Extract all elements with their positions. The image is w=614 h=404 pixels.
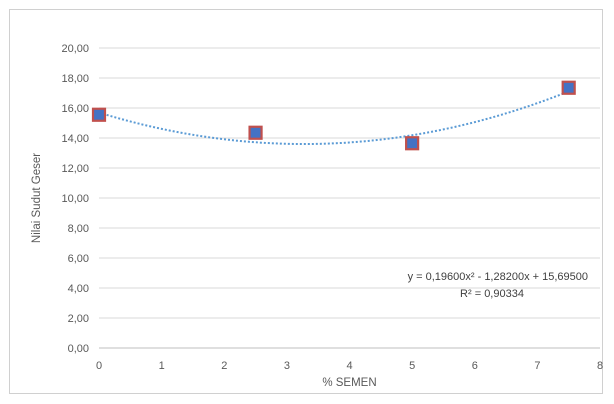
data-point xyxy=(405,136,420,151)
polynomial-trendline xyxy=(98,90,570,146)
x-tick-label: 7 xyxy=(534,360,540,372)
chart-area: 0,00 2,00 4,00 6,00 8,00 10,00 12,00 14,00 16,00… xyxy=(9,9,603,394)
y-tick-label: 6,00 xyxy=(68,253,89,265)
x-tick-label: 1 xyxy=(159,360,165,372)
y-tick-label: 0,00 xyxy=(68,343,89,355)
y-tick-label: 14,00 xyxy=(61,133,89,145)
y-tick-label: 10,00 xyxy=(61,193,89,205)
x-tick-label: 3 xyxy=(284,360,290,372)
data-points xyxy=(91,80,576,151)
y-axis-ticks: 0,00 2,00 4,00 6,00 8,00 10,00 12,00 14,00 16,00… xyxy=(61,43,89,355)
x-tick-label: 4 xyxy=(346,360,352,372)
y-tick-label: 20,00 xyxy=(61,43,89,55)
y-tick-label: 18,00 xyxy=(61,73,89,85)
x-axis-title: % SEMEN xyxy=(322,377,376,389)
data-point xyxy=(561,80,576,95)
x-tick-label: 2 xyxy=(221,360,227,372)
scatter-chart: 0,00 2,00 4,00 6,00 8,00 10,00 12,00 14,00 16,00… xyxy=(31,43,603,389)
x-tick-label: 6 xyxy=(472,360,478,372)
data-point xyxy=(91,107,107,122)
gridlines xyxy=(99,47,600,349)
y-tick-label: 8,00 xyxy=(68,223,89,235)
y-tick-label: 2,00 xyxy=(68,313,89,325)
y-tick-label: 4,00 xyxy=(68,283,89,295)
x-tick-label: 5 xyxy=(409,360,415,372)
trendline-equation: y = 0,19600x² - 1,28200x + 15,69500 xyxy=(408,271,588,283)
x-tick-label: 0 xyxy=(96,360,102,372)
r-squared-label: R² = 0,90334 xyxy=(460,288,524,300)
y-axis-title: Nilai Sudut Geser xyxy=(31,153,43,243)
y-tick-label: 12,00 xyxy=(61,163,89,175)
y-tick-label: 16,00 xyxy=(61,103,89,115)
data-point xyxy=(248,125,263,140)
x-tick-label: 8 xyxy=(597,360,603,372)
x-axis-ticks: 0 1 2 3 4 5 6 7 8 xyxy=(96,360,603,372)
